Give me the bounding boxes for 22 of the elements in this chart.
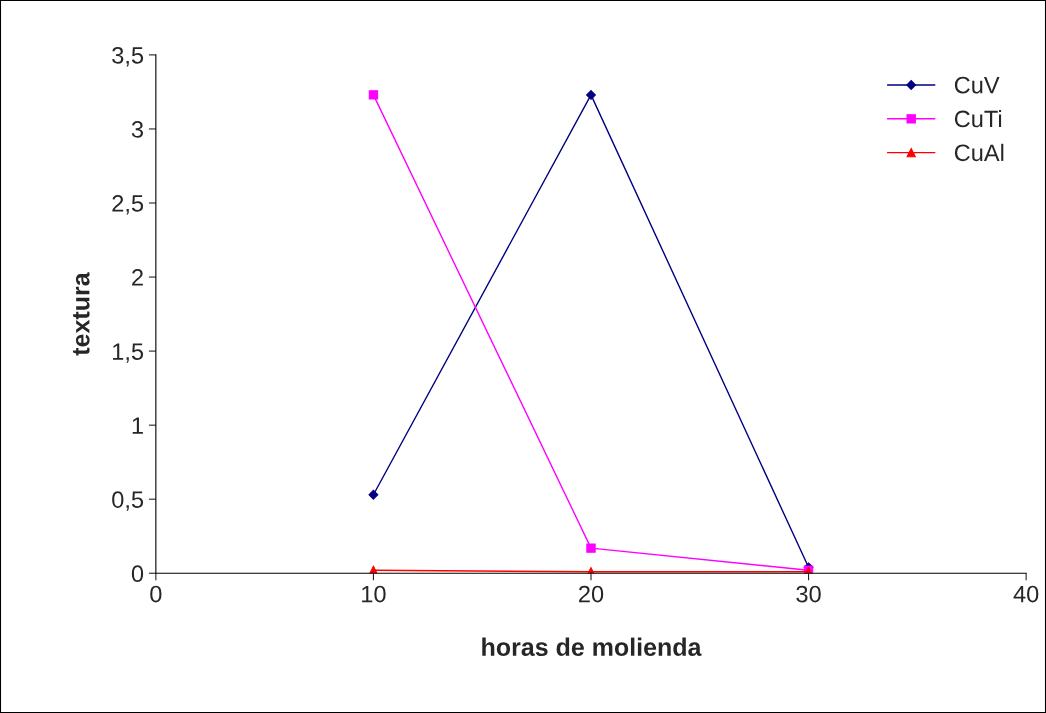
y-axis-title: textura [73, 272, 90, 356]
y-tick-label: 0,5 [112, 491, 144, 511]
y-tick-label: 1 [132, 417, 143, 434]
y-tick-label: 1,5 [113, 343, 144, 363]
legend-label: CuTi [954, 109, 1002, 128]
legend-label: CuAl [954, 143, 1004, 162]
y-tick-label: 3,5 [112, 46, 144, 67]
point [586, 89, 596, 100]
y-tick-label: 3 [131, 121, 144, 138]
x-tick-label: 40 [1013, 585, 1039, 603]
y-tick-label: 2 [132, 269, 143, 286]
point [368, 489, 379, 500]
x-tick-label: 10 [362, 585, 386, 603]
x-axis-title: horas de molienda [482, 637, 702, 656]
x-tick-label: 0 [150, 585, 162, 603]
y-tick-label: 2,5 [112, 195, 144, 215]
legend-label: CuV [954, 76, 1000, 94]
point [368, 90, 379, 100]
y-tick-label: 0 [131, 565, 144, 583]
point [586, 543, 596, 553]
x-tick-label: 30 [796, 585, 821, 603]
x-tick-label: 20 [579, 585, 604, 603]
